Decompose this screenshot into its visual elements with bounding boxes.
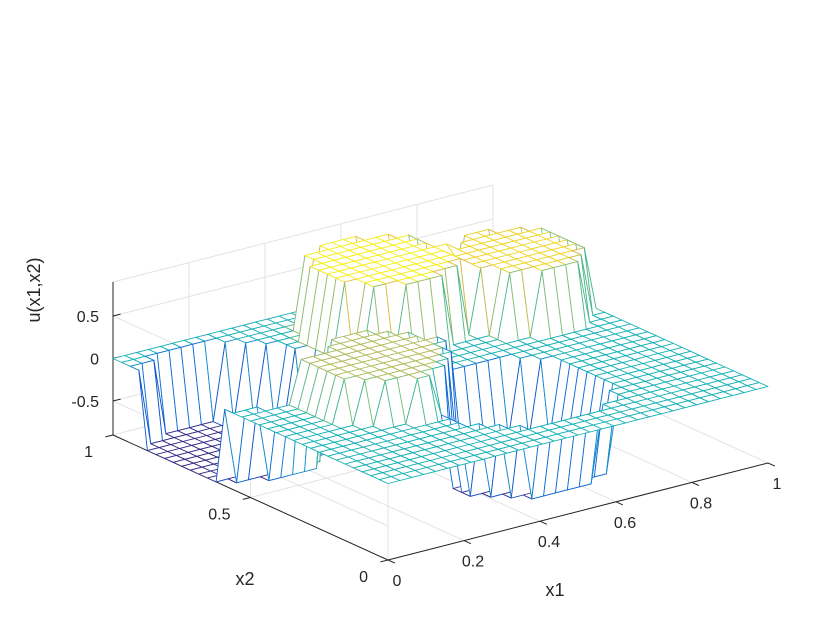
x-tick-mark (691, 481, 700, 486)
z-tick-mark (112, 313, 121, 317)
x-tick-label: 0.4 (538, 534, 560, 551)
y-axis-label: x2 (235, 569, 254, 589)
z-tick-label: -0.5 (71, 394, 99, 411)
x-tick-mark (615, 501, 624, 506)
tick-labels: 0 0.2 0.4 0.6 0.8 1 0 0.5 1 -0.5 0 0.5 (71, 309, 781, 590)
x-tick-label: 0.2 (462, 554, 484, 571)
x-tick-label: 1 (773, 476, 782, 493)
mesh-cell (747, 382, 769, 390)
z-tick-label: 0.5 (77, 309, 99, 326)
x-tick-mark (539, 520, 548, 525)
x-axis-line (387, 462, 769, 561)
z-axis-label: u(x1,x2) (24, 257, 44, 322)
x-tick-mark (387, 559, 396, 564)
x-axis-label: x1 (545, 580, 564, 600)
z-tick-label: 0 (90, 352, 99, 369)
x-tick-mark (767, 462, 776, 467)
y-tick-label: 0.5 (208, 507, 230, 524)
y-tick-mark (242, 497, 251, 500)
y-tick-mark (380, 559, 389, 563)
x-tick-label: 0 (393, 573, 402, 590)
z-tick-mark (112, 398, 121, 402)
surface-mesh (112, 226, 769, 500)
y-tick-label: 0 (359, 569, 368, 586)
x-tick-label: 0.8 (690, 495, 712, 512)
x-tick-mark (463, 540, 472, 545)
y-tick-label: 1 (84, 444, 93, 461)
grid-line-top (112, 184, 494, 283)
y-tick-mark (105, 434, 114, 438)
x-tick-label: 0.6 (614, 515, 636, 532)
